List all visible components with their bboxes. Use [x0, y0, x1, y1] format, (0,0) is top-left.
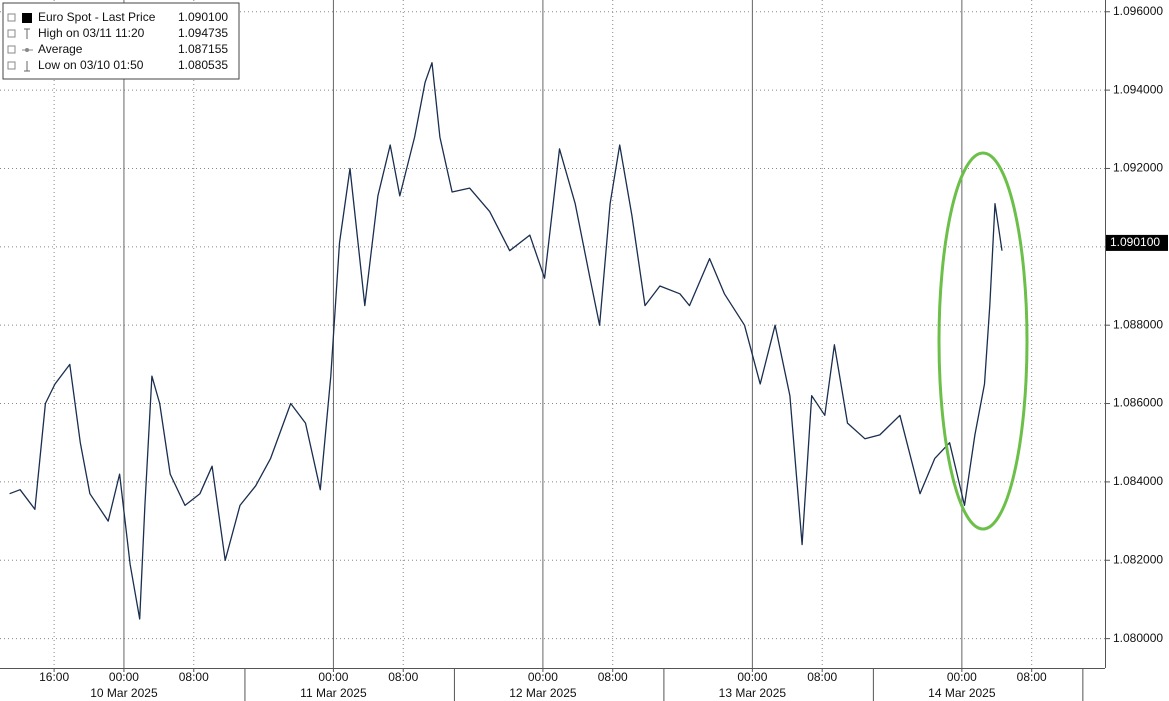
last-price-box: [1106, 234, 1168, 251]
legend-toggle: [7, 61, 16, 70]
x-tick-label: 08:00: [807, 670, 837, 684]
legend-label: Average: [38, 42, 83, 56]
day-label: 12 Mar 2025: [509, 686, 577, 700]
legend: Euro Spot - Last Price 1.090100 High on 03…: [2, 2, 240, 80]
y-tick-label: 1.082000: [1113, 552, 1163, 566]
legend-label: High on 03/11 11:20: [38, 26, 145, 40]
y-tick-label: 1.092000: [1113, 161, 1163, 175]
highlight-ellipse: [937, 151, 1029, 531]
last-price-label: 1.090100: [1110, 235, 1160, 249]
price-line: [9, 62, 1003, 620]
x-tick-label: 00:00: [947, 670, 977, 684]
legend-toggle: [7, 29, 16, 38]
legend-toggle: [7, 13, 16, 22]
x-tick-label: 08:00: [179, 670, 209, 684]
legend-value: 1.090100: [178, 10, 228, 24]
y-tick-label: 1.086000: [1113, 396, 1163, 410]
day-label: 11 Mar 2025: [300, 686, 367, 700]
x-tick-label: 00:00: [109, 670, 139, 684]
legend-value: 1.087155: [178, 42, 228, 56]
y-tick-label: 1.096000: [1113, 4, 1163, 18]
x-tick-label: 00:00: [528, 670, 558, 684]
x-tick-label: 08:00: [388, 670, 418, 684]
x-tick-label: 08:00: [1017, 670, 1047, 684]
y-tick-label: 1.094000: [1113, 82, 1163, 96]
x-tick-label: 00:00: [318, 670, 348, 684]
legend-icon: [25, 48, 29, 52]
y-tick-label: 1.088000: [1113, 317, 1163, 331]
day-label: 13 Mar 2025: [719, 686, 787, 700]
plot: [9, 62, 1003, 620]
legend-toggle: [7, 45, 16, 54]
legend-value: 1.080535: [178, 58, 228, 72]
legend-value: 1.094735: [178, 26, 228, 40]
y-tick-label: 1.080000: [1113, 631, 1163, 645]
legend-label: Low on 03/10 01:50: [38, 58, 144, 72]
day-label: 10 Mar 2025: [90, 686, 158, 700]
x-tick-label: 16:00: [39, 670, 69, 684]
day-label: 14 Mar 2025: [928, 686, 996, 700]
legend-label: Euro Spot - Last Price: [38, 10, 156, 24]
x-tick-label: 08:00: [598, 670, 628, 684]
legend-swatch: [22, 13, 32, 23]
legend-box: [2, 2, 240, 80]
y-tick-label: 1.084000: [1113, 474, 1163, 488]
x-tick-label: 00:00: [737, 670, 767, 684]
